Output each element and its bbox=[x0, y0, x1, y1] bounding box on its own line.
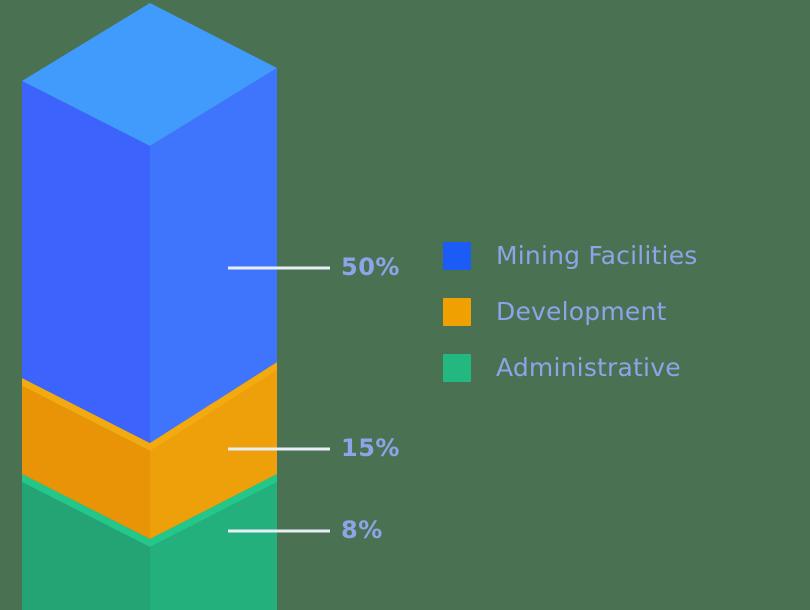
segment-mining-facilities[interactable] bbox=[22, 3, 277, 443]
segment-development[interactable] bbox=[22, 362, 277, 539]
chart-legend: Mining Facilities Development Administra… bbox=[443, 228, 773, 396]
administrative-left-face bbox=[22, 482, 150, 610]
legend-label-administrative: Administrative bbox=[496, 353, 681, 382]
legend-item-development[interactable]: Development bbox=[443, 284, 773, 340]
development-left-face bbox=[22, 386, 150, 539]
legend-item-mining-facilities[interactable]: Mining Facilities bbox=[443, 228, 773, 284]
segment-administrative[interactable] bbox=[22, 474, 277, 610]
callout-leader-lines bbox=[228, 266, 330, 533]
mining-facilities-left-face bbox=[22, 81, 150, 443]
administrative-right-face bbox=[150, 482, 277, 610]
development-right-face bbox=[150, 370, 277, 539]
percent-label-mining-facilities: 50% bbox=[341, 253, 400, 281]
legend-label-mining-facilities: Mining Facilities bbox=[496, 241, 698, 270]
legend-swatch-icon-development bbox=[443, 298, 471, 326]
legend-label-development: Development bbox=[496, 297, 667, 326]
legend-swatch-icon-mining-facilities bbox=[443, 242, 471, 270]
mining-facilities-top-face bbox=[22, 3, 277, 146]
development-top-face bbox=[22, 362, 277, 451]
percent-label-development: 15% bbox=[341, 434, 400, 462]
mining-facilities-right-face bbox=[150, 68, 277, 443]
percent-label-administrative: 8% bbox=[341, 516, 383, 544]
legend-swatch-icon-administrative bbox=[443, 354, 471, 382]
legend-item-administrative[interactable]: Administrative bbox=[443, 340, 773, 396]
